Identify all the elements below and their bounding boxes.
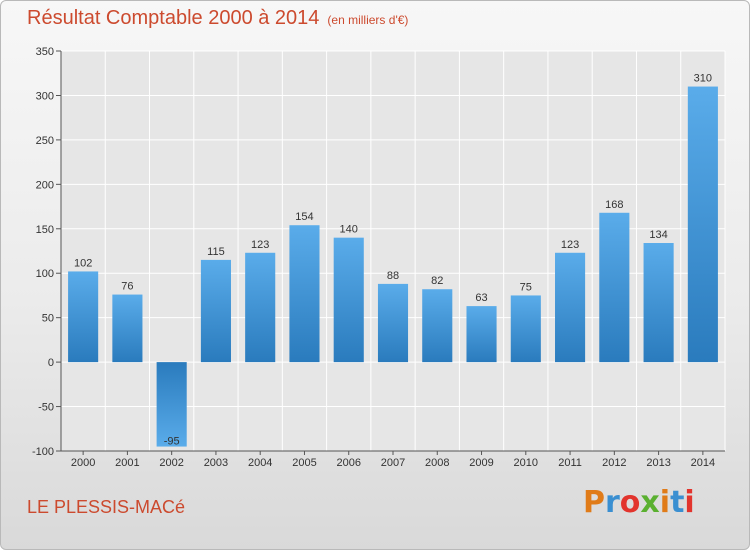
data-label: -95 [164,436,180,448]
data-label: 75 [520,281,532,293]
x-tick-label: 2001 [115,457,139,469]
data-label: 123 [561,239,579,251]
y-tick-label: -50 [38,402,54,414]
x-tick-label: 2007 [381,457,405,469]
bar-2011 [555,252,586,363]
y-tick-label: 100 [36,268,54,280]
bar-2001 [112,294,143,363]
bar-2005 [289,225,320,363]
data-label: 140 [340,224,358,236]
bar-2008 [422,289,453,363]
data-labels: 102 76 -95 115 123 154 140 88 82 63 75 123 168 134 310 [74,73,712,448]
x-tick-label: 2012 [602,457,626,469]
data-label: 82 [431,275,443,287]
chart-title-text: Résultat Comptable 2000 à 2014 [27,7,320,29]
data-label: 115 [207,246,225,258]
y-tick-label: 300 [36,90,54,102]
bar-2000 [68,271,99,363]
y-tick-label: 350 [36,46,54,58]
bar-2009 [466,306,497,363]
data-label: 63 [475,292,487,304]
x-tick-label: 2008 [425,457,449,469]
x-tick-label: 2006 [336,457,360,469]
bar-2007 [377,283,409,363]
logo-letter: o [619,485,641,520]
x-tick-label: 2009 [469,457,493,469]
chart-unit: (en milliers d'€) [327,13,409,27]
x-tick-label: 2002 [159,457,183,469]
y-tick-label: 150 [36,224,54,236]
bar-2012 [599,212,630,363]
bar-2010 [510,295,541,363]
bar-2002 [156,362,187,447]
x-tick-label: 2011 [558,457,582,469]
x-tick-label: 2003 [204,457,228,469]
data-label: 88 [387,270,399,282]
logo-letter: r [605,485,620,520]
proxiti-logo[interactable]: Proxiti [583,485,695,520]
data-label: 76 [121,281,133,293]
axes: -100 -50 0 50 100 150 200 250 300 350 2000 2001 2002… [32,46,725,469]
logo-letter: P [583,485,605,520]
data-label: 310 [694,73,712,85]
x-tick-label: 2005 [292,457,316,469]
x-tick-label: 2010 [514,457,538,469]
bar-2014 [687,86,718,363]
y-tick-label: 250 [36,135,54,147]
data-label: 168 [605,199,623,211]
y-tick-label: 0 [48,357,54,369]
chart-title: Résultat Comptable 2000 à 2014 (en millie… [27,7,408,30]
x-tick-label: 2004 [248,457,272,469]
data-label: 154 [295,211,313,223]
y-tick-label: -100 [32,446,54,458]
x-tick-label: 2000 [71,457,95,469]
logo-letter: t [670,485,685,520]
logo-letter: x [640,485,660,520]
x-tick-label: 2013 [646,457,670,469]
town-name: LE PLESSIS-MACé [27,497,186,517]
y-tick-label: 200 [36,179,54,191]
y-tick-label: 50 [42,313,54,325]
data-label: 134 [649,229,667,241]
data-label: 102 [74,257,92,269]
data-label: 123 [251,239,269,251]
bars [68,86,718,447]
logo-letter: i [659,485,671,520]
bar-2006 [333,237,364,363]
bar-2004 [245,252,276,363]
bar-2013 [643,243,674,363]
x-tick-label: 2014 [691,457,715,469]
bar-2003 [200,259,231,363]
logo-letter: i [684,485,695,520]
